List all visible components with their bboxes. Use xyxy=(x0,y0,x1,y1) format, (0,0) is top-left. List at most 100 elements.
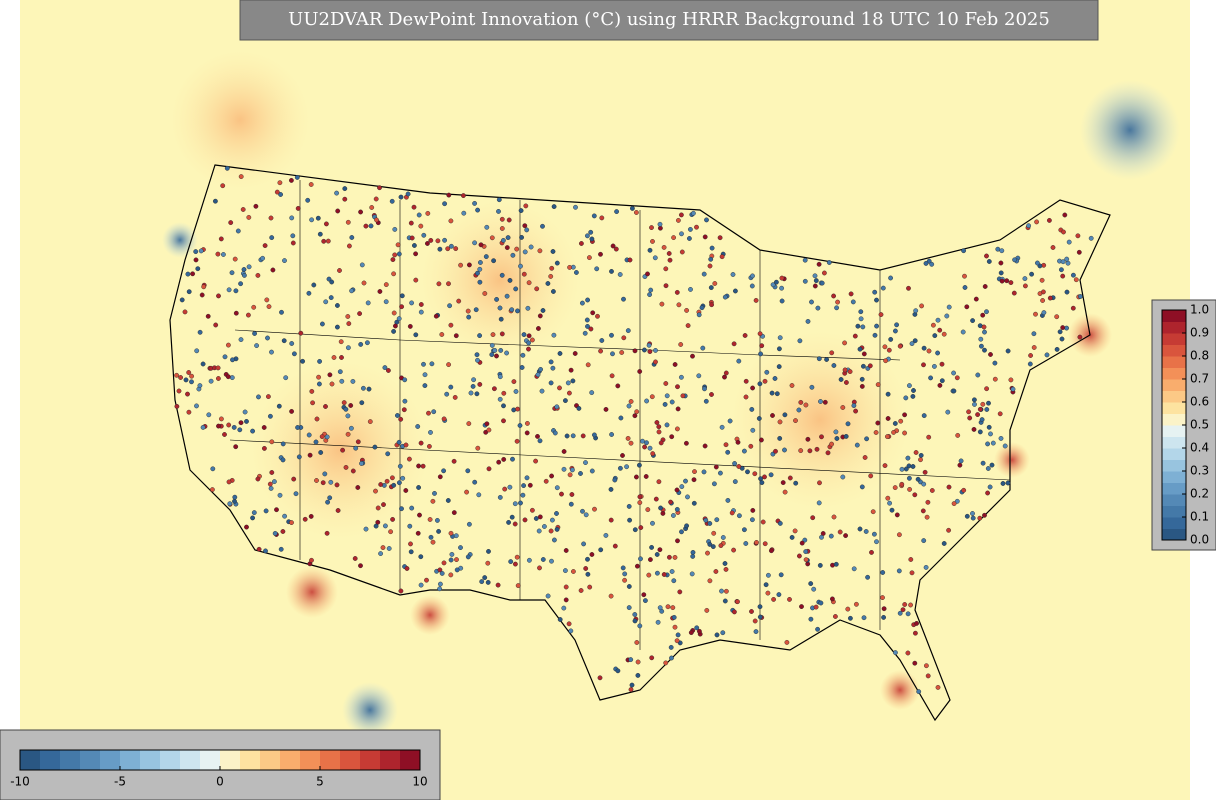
observation-dot xyxy=(757,614,763,620)
observation-dot xyxy=(760,519,766,525)
observation-dot xyxy=(552,537,557,543)
observation-dot xyxy=(305,197,311,203)
observation-dot xyxy=(861,615,867,621)
observation-dot xyxy=(980,460,986,466)
observation-dot xyxy=(621,335,627,341)
observation-dot xyxy=(595,313,600,319)
colorbar-bin xyxy=(360,750,381,770)
observation-dot xyxy=(851,566,857,572)
observation-dot xyxy=(825,450,831,456)
colorbar-bin xyxy=(380,750,401,770)
observation-dot xyxy=(435,238,441,244)
observation-dot xyxy=(382,365,388,370)
observation-dot xyxy=(902,412,907,418)
observation-dot xyxy=(359,400,365,406)
observation-dot xyxy=(373,523,379,529)
observation-dot xyxy=(542,524,547,529)
observation-dot xyxy=(817,480,822,486)
observation-dot xyxy=(452,394,458,400)
observation-dot xyxy=(468,390,474,396)
observation-dot xyxy=(367,419,373,424)
observation-dot xyxy=(557,385,562,391)
observation-dot xyxy=(375,505,381,511)
observation-dot xyxy=(213,322,219,328)
observation-dot xyxy=(540,308,546,313)
observation-dot xyxy=(894,512,900,518)
observation-dot xyxy=(441,560,447,566)
observation-dot xyxy=(661,244,667,250)
observation-dot xyxy=(935,317,941,323)
observation-dot xyxy=(550,517,555,523)
observation-dot xyxy=(899,466,905,472)
observation-dot xyxy=(853,408,858,414)
observation-dot xyxy=(409,505,415,511)
observation-dot xyxy=(405,191,411,197)
observation-dot xyxy=(921,345,927,351)
observation-dot xyxy=(892,485,898,490)
observation-dot xyxy=(975,372,981,378)
observation-dot xyxy=(437,246,443,252)
observation-dot xyxy=(624,464,629,470)
observation-dot xyxy=(522,223,528,229)
observation-dot xyxy=(1041,310,1047,315)
observation-dot xyxy=(630,205,635,211)
observation-dot xyxy=(537,514,543,520)
observation-dot xyxy=(176,388,182,394)
observation-dot xyxy=(712,281,718,286)
observation-dot xyxy=(366,386,372,392)
observation-dot xyxy=(484,224,490,230)
observation-dot xyxy=(626,584,632,589)
observation-dot xyxy=(909,570,915,576)
observation-dot xyxy=(408,220,414,226)
observation-dot xyxy=(391,271,396,277)
observation-dot xyxy=(701,469,707,475)
observation-dot xyxy=(685,494,690,500)
observation-dot xyxy=(793,480,799,486)
observation-dot xyxy=(358,341,364,347)
observation-dot xyxy=(368,223,374,229)
observation-dot xyxy=(591,213,597,219)
observation-dot xyxy=(215,376,221,381)
observation-dot xyxy=(647,292,652,297)
observation-dot xyxy=(609,268,614,274)
observation-dot xyxy=(554,404,560,410)
observation-dot xyxy=(714,517,720,523)
observation-dot xyxy=(425,210,431,216)
observation-dot xyxy=(350,378,356,384)
observation-dot xyxy=(860,324,866,330)
observation-dot xyxy=(966,409,971,415)
colorbar-bin xyxy=(180,750,201,770)
observation-dot xyxy=(442,237,447,243)
observation-dot xyxy=(215,365,221,371)
observation-dot xyxy=(193,257,199,263)
observation-dot xyxy=(635,673,641,678)
observation-dot xyxy=(867,363,873,369)
observation-dot xyxy=(619,350,625,355)
observation-dot xyxy=(291,351,297,357)
observation-dot xyxy=(985,441,990,447)
observation-dot xyxy=(667,257,673,263)
observation-dot xyxy=(822,270,827,276)
observation-dot xyxy=(912,492,918,498)
observation-dot xyxy=(759,343,765,349)
observation-dot xyxy=(771,597,776,602)
observation-dot xyxy=(1034,219,1040,225)
colorbar-bin xyxy=(140,750,161,770)
observation-dot xyxy=(905,455,911,461)
observation-dot xyxy=(649,394,655,400)
observation-dot xyxy=(428,534,434,540)
observation-dot xyxy=(290,233,296,239)
observation-dot xyxy=(588,326,594,332)
observation-dot xyxy=(1076,249,1082,255)
observation-dot xyxy=(385,368,391,373)
observation-dot xyxy=(862,455,868,460)
observation-dot xyxy=(550,249,556,254)
observation-dot xyxy=(346,321,352,326)
colorbar-tick-label: 10 xyxy=(412,775,427,789)
observation-dot xyxy=(433,313,439,319)
observation-dot xyxy=(893,328,898,334)
observation-dot xyxy=(571,569,576,574)
observation-dot xyxy=(579,241,584,246)
observation-dot xyxy=(1065,260,1071,266)
observation-dot xyxy=(710,544,716,549)
